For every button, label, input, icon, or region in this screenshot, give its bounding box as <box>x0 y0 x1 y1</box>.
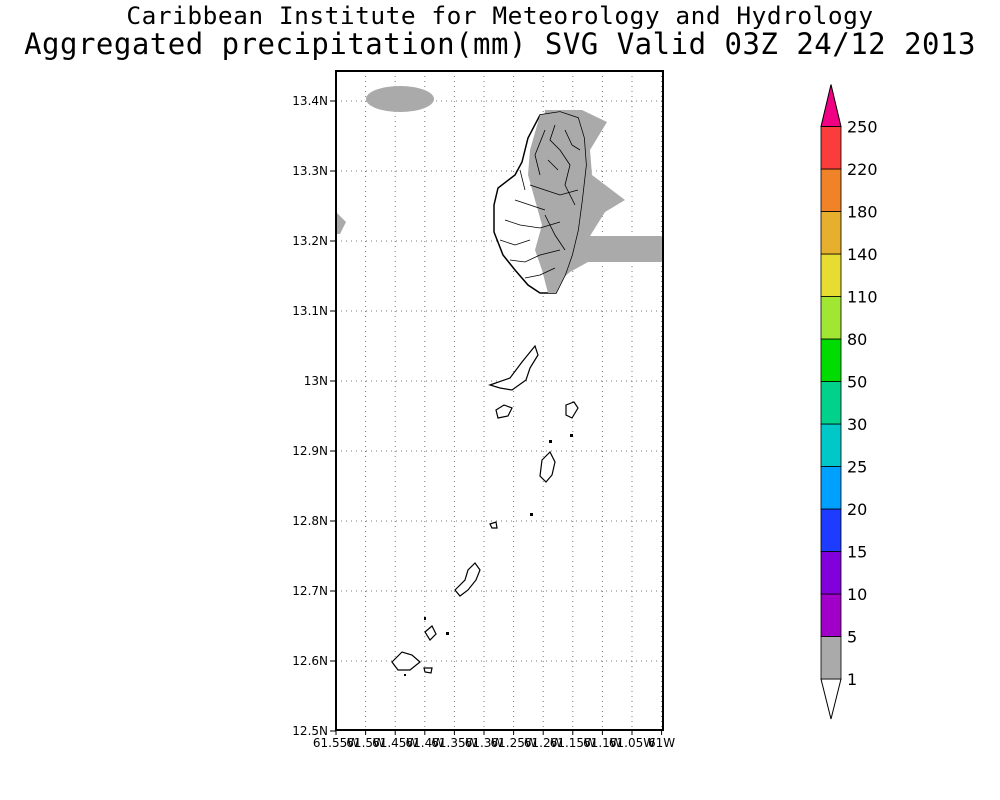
legend-level-label: 250 <box>847 118 878 137</box>
precip-area-northwest <box>366 86 434 112</box>
lon-tick-label: 61.1W <box>583 736 622 750</box>
org-title: Caribbean Institute for Meteorology and … <box>126 2 874 30</box>
island-watersheds <box>499 124 581 279</box>
lat-tick-label: 12.8N <box>292 514 328 528</box>
legend-level-label: 50 <box>847 373 867 392</box>
legend-overflow-triangle <box>820 84 842 127</box>
island-small-3 <box>423 667 433 674</box>
lon-tick-label: 61.3W <box>465 736 504 750</box>
lat-tick-label: 12.5N <box>292 724 328 738</box>
legend-color-segment <box>820 508 842 552</box>
island-small-1 <box>489 521 498 529</box>
lat-tick-label: 13.2N <box>292 234 328 248</box>
legend-level-label: 180 <box>847 203 878 222</box>
legend-color-segment <box>820 551 842 595</box>
lat-tick-label: 12.9N <box>292 444 328 458</box>
lon-tick-label: 61.4W <box>406 736 445 750</box>
islets <box>404 434 573 676</box>
island-precip-fill <box>528 112 586 293</box>
legend-level-label: 140 <box>847 245 878 264</box>
lon-tick-label: 61.5W <box>346 736 385 750</box>
precip-area-west-edge <box>336 212 346 234</box>
legend-color-segment <box>820 126 842 170</box>
legend-level-label: 110 <box>847 288 878 307</box>
legend-level-label: 1 <box>847 670 857 689</box>
lat-tick-label: 13.3N <box>292 164 328 178</box>
lon-tick-label: 61.25W <box>490 736 536 750</box>
legend-level-label: 20 <box>847 500 867 519</box>
island-baliceaux <box>565 401 579 419</box>
legend-color-segment <box>820 338 842 382</box>
legend-color-segment <box>820 211 842 255</box>
legend-level-label: 220 <box>847 160 878 179</box>
legend-level-label: 15 <box>847 543 867 562</box>
lon-tick-label: 61.2W <box>524 736 563 750</box>
st-vincent-island <box>493 111 587 294</box>
island-bequia <box>488 344 539 391</box>
legend-color-segment <box>820 296 842 340</box>
lon-tick-label: 61W <box>648 736 675 750</box>
grenadines-islands <box>391 344 579 674</box>
map-background <box>336 71 663 730</box>
map-frame <box>335 70 664 731</box>
lat-tick-label: 12.6N <box>292 654 328 668</box>
legend-color-segment <box>820 381 842 425</box>
lon-tick-label: 61.05W <box>609 736 655 750</box>
island-petit-martinique <box>391 651 421 671</box>
lon-tick-label: 61.15W <box>550 736 596 750</box>
island-mustique <box>495 404 513 419</box>
island-small-2 <box>424 625 437 641</box>
legend-color-segment <box>820 423 842 467</box>
legend-underflow-triangle <box>820 678 842 720</box>
legend-level-label: 80 <box>847 330 867 349</box>
lat-tick-label: 12.7N <box>292 584 328 598</box>
lat-tick-label: 13.1N <box>292 304 328 318</box>
legend-color-segment <box>820 593 842 637</box>
latitude-axis: 13.4N 13.3N 13.2N 13.1N 13N 12.9N 12.8N 12.7N 12… <box>292 94 336 738</box>
lon-tick-label: 61.55W <box>313 736 359 750</box>
legend-level-label: 25 <box>847 458 867 477</box>
lon-tick-label: 61.35W <box>431 736 477 750</box>
lat-tick-label: 13.4N <box>292 94 328 108</box>
legend-level-label: 10 <box>847 585 867 604</box>
island-union <box>454 562 481 597</box>
legend-color-segment <box>820 636 842 680</box>
legend-color-segment <box>820 253 842 297</box>
island-canouan <box>539 450 556 483</box>
legend-level-label: 30 <box>847 415 867 434</box>
map-title: Aggregated precipitation(mm) SVG Valid 0… <box>24 27 976 61</box>
legend-level-label: 5 <box>847 628 857 647</box>
longitude-axis: 61.55W61.5W61.45W61.4W61.35W61.3W61.25W6… <box>313 730 675 750</box>
legend-color-segment <box>820 168 842 212</box>
legend-color-segment <box>820 466 842 510</box>
lat-tick-label: 13N <box>304 374 328 388</box>
lon-tick-label: 61.45W <box>372 736 418 750</box>
